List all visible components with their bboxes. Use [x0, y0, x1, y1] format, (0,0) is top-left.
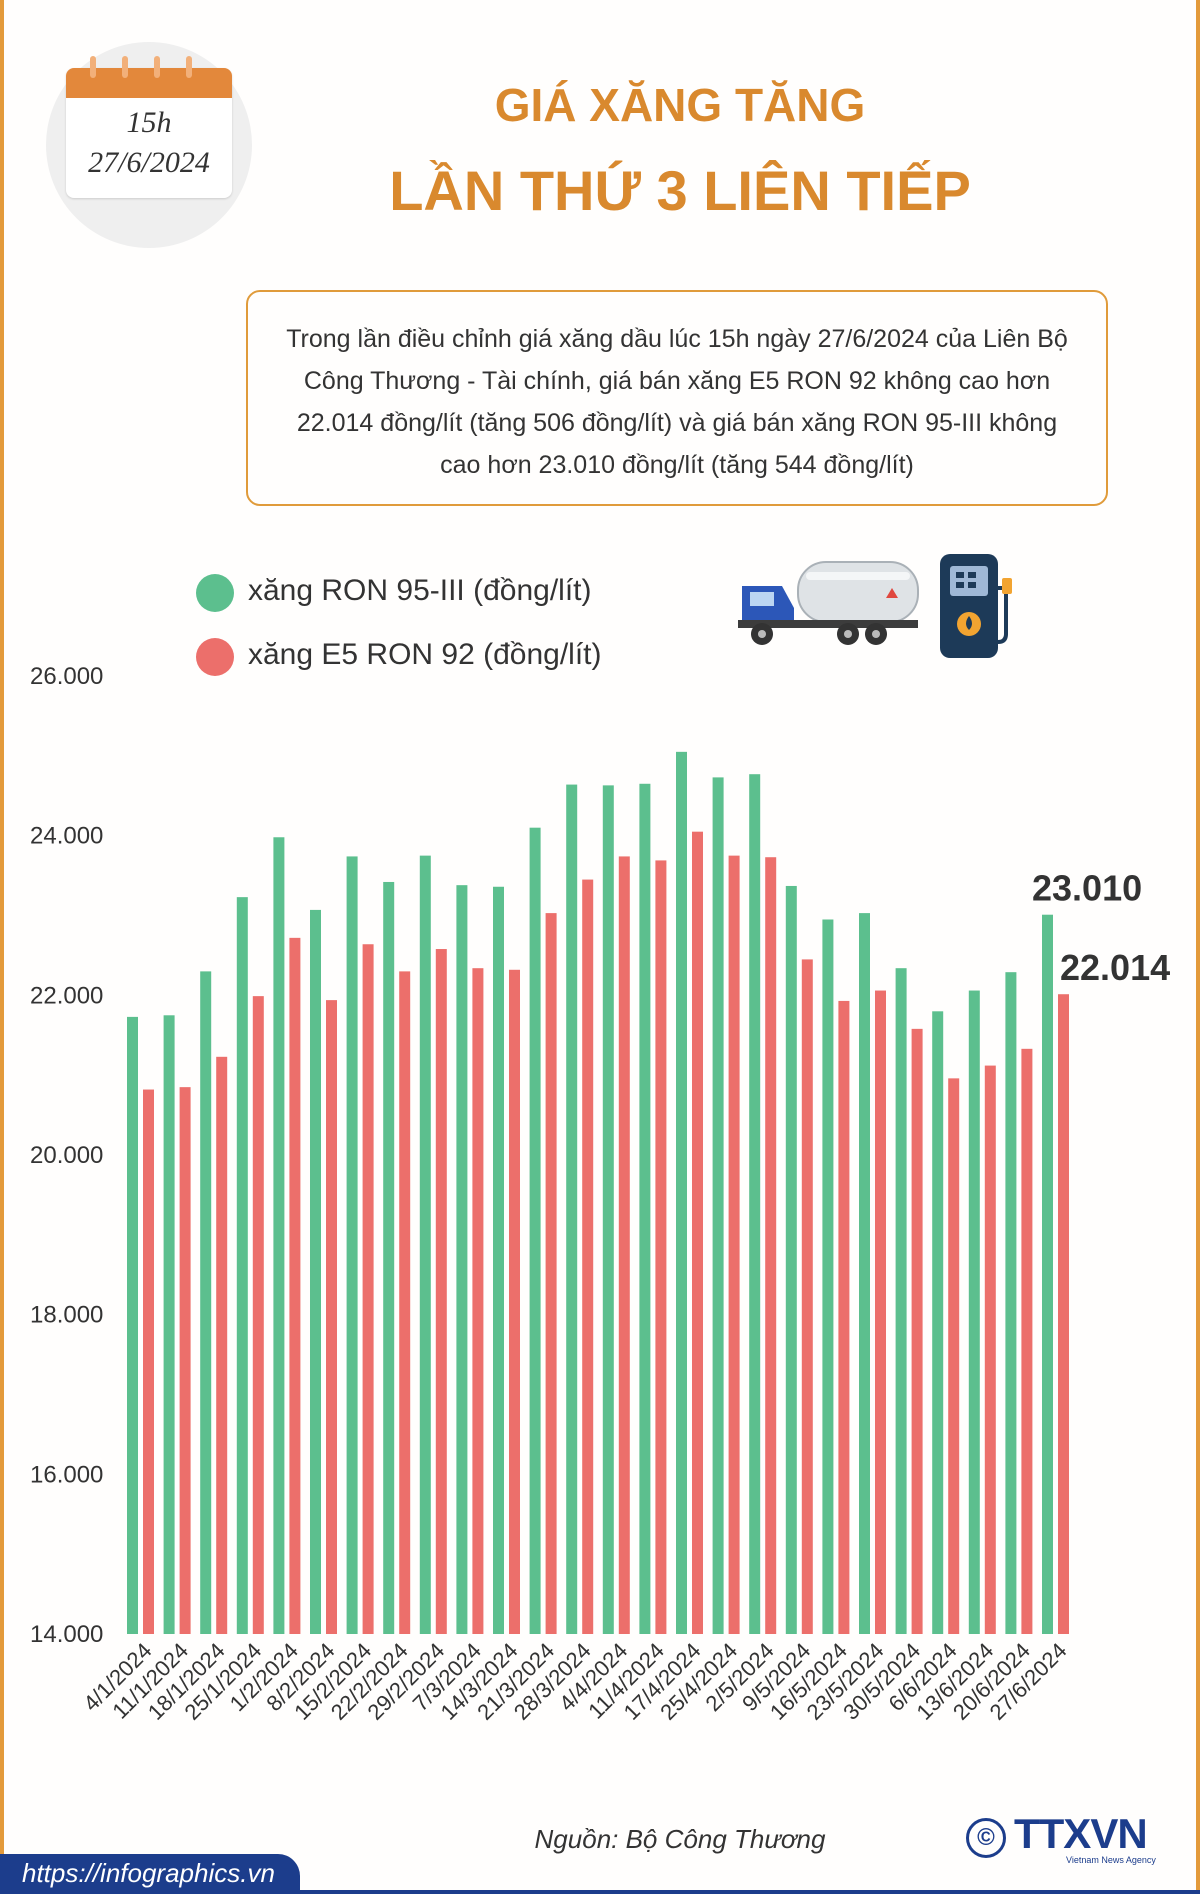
bar-e5: [582, 879, 594, 1634]
y-tick-label: 18.000: [30, 1302, 103, 1329]
bar-ron95: [639, 783, 651, 1634]
calendar-date: 27/6/2024: [88, 146, 210, 179]
bar-e5: [252, 996, 264, 1634]
bar-e5: [326, 1000, 337, 1634]
bar-e5: [545, 913, 557, 1634]
bar-ron95: [602, 785, 614, 1634]
price-bar-chart: 14.000 16.000 18.000 20.000 22.000 24.000 26.0…: [30, 663, 1170, 1725]
bar-e5: [143, 1089, 154, 1634]
fuel-pump-icon: [940, 554, 1012, 658]
bar-e5: [948, 1078, 960, 1634]
bar-ron95: [456, 885, 468, 1634]
bar-ron95: [932, 1011, 944, 1634]
bar-ron95: [346, 856, 358, 1634]
calendar-time: 15h: [126, 106, 172, 139]
bar-ron95: [493, 886, 504, 1634]
bar-ron95: [859, 913, 870, 1634]
bar-e5: [509, 969, 520, 1634]
bar-ron95: [163, 1015, 175, 1634]
bar-ron95: [712, 777, 724, 1634]
copyright-icon: ©: [966, 1818, 1006, 1858]
bar-ron95: [1005, 972, 1017, 1634]
bar-e5: [838, 1000, 850, 1634]
bar-e5: [655, 860, 667, 1634]
y-tick-label: 24.000: [30, 823, 103, 850]
bar-ron95: [749, 774, 761, 1634]
bar-ron95: [236, 897, 248, 1634]
page-title-line-2: LẦN THỨ 3 LIÊN TIẾP: [389, 159, 971, 222]
bar-e5: [362, 944, 374, 1634]
legend-swatch-e5: [196, 638, 234, 676]
footer-url[interactable]: https://infographics.vn: [22, 1858, 275, 1888]
bar-ron95: [200, 971, 212, 1634]
footer-line: [0, 1890, 1200, 1894]
y-tick-label: 14.000: [30, 1621, 103, 1648]
y-tick-label: 22.000: [30, 982, 103, 1009]
bar-e5: [472, 968, 484, 1634]
bar-ron95: [822, 919, 834, 1634]
data-label-annotation: 23.010: [1032, 868, 1142, 909]
summary-note: Trong lần điều chỉnh giá xăng dầu lúc 15…: [246, 290, 1108, 506]
footer-bar: [0, 1854, 300, 1894]
bar-e5: [399, 971, 411, 1634]
bar-e5: [435, 949, 447, 1634]
fuel-tanker-truck-icon: [738, 561, 919, 645]
bar-ron95: [895, 968, 907, 1634]
legend-label-e5: xăng E5 RON 92 (đồng/lít): [248, 638, 602, 671]
bar-ron95: [968, 990, 980, 1634]
bar-e5: [618, 856, 630, 1634]
legend-label-ron95: xăng RON 95-III (đồng/lít): [248, 574, 592, 607]
bar-ron95: [1042, 914, 1053, 1634]
bar-e5: [289, 937, 301, 1634]
bar-e5: [801, 959, 813, 1634]
bar-ron95: [676, 751, 687, 1634]
bar-ron95: [127, 1016, 138, 1634]
bar-e5: [1058, 994, 1069, 1634]
y-tick-label: 26.000: [30, 663, 103, 690]
y-tick-label: 16.000: [30, 1461, 103, 1488]
bar-ron95: [566, 784, 578, 1634]
bar-e5: [984, 1065, 996, 1634]
legend-swatch-ron95: [196, 574, 234, 612]
ttxvn-logo: TTXVN: [1014, 1810, 1148, 1857]
page-title-line-1: GIÁ XĂNG TĂNG: [494, 79, 866, 131]
bar-ron95: [529, 827, 541, 1634]
y-tick-label: 20.000: [30, 1142, 103, 1169]
bar-e5: [216, 1056, 228, 1634]
calendar-icon: 15h 27/6/2024: [66, 56, 232, 198]
bar-e5: [1021, 1048, 1033, 1634]
source-note: Nguồn: Bộ Công Thương: [534, 1824, 826, 1854]
bar-e5: [728, 855, 740, 1634]
bar-e5: [911, 1028, 923, 1634]
data-label-annotation: 22.014: [1060, 947, 1170, 988]
bar-e5: [875, 990, 886, 1634]
bar-ron95: [785, 885, 797, 1634]
bar-ron95: [273, 837, 285, 1634]
bar-e5: [179, 1087, 191, 1634]
bar-e5: [692, 831, 703, 1634]
bar-ron95: [419, 855, 431, 1634]
ttxvn-logo-subtitle: Vietnam News Agency: [1066, 1855, 1156, 1865]
bar-e5: [765, 857, 777, 1634]
bar-ron95: [310, 909, 321, 1634]
bar-ron95: [383, 881, 395, 1634]
